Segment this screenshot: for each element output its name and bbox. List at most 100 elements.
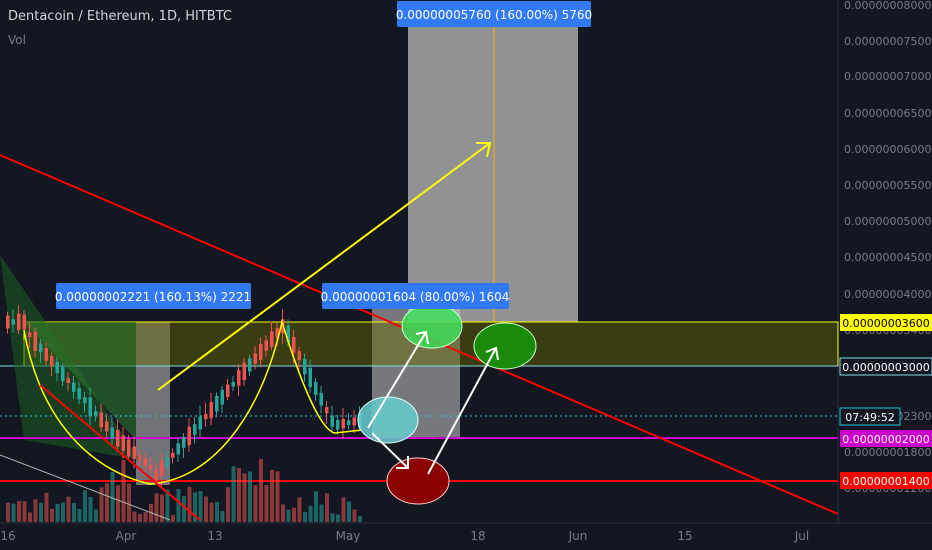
volume-bar (352, 509, 357, 522)
candle-body (347, 420, 351, 426)
measure-label-1[interactable]: 0.00000002221 (160.13%) 2221 (55, 283, 251, 309)
price-tick: 0.00000007000 (844, 70, 931, 83)
volume-bar (33, 499, 38, 522)
volume-bar (11, 503, 16, 522)
time-tick: Apr (116, 529, 137, 543)
current-ellipse[interactable] (357, 396, 419, 444)
measure-label-2[interactable]: 0.00000001604 (80.00%) 1604 (321, 283, 510, 309)
volume-bar (105, 483, 109, 522)
target-ellipse-2[interactable] (473, 322, 537, 370)
measure-label-3[interactable]: 0.00000005760 (160.00%) 5760 (396, 1, 592, 27)
volume-bar (242, 473, 247, 522)
time-axis[interactable]: 16 Apr 13 May 18 Jun 15 Jul (0, 529, 809, 543)
candle-body (127, 439, 131, 457)
candle-body (215, 395, 219, 412)
measure-box-1[interactable] (136, 322, 170, 485)
candle-body (94, 411, 98, 416)
price-label-mid: 0.00000002000 (840, 430, 932, 447)
volume-bar (99, 487, 104, 522)
steep-trendline[interactable] (39, 384, 201, 521)
candle-body (204, 413, 208, 420)
volume-bar (209, 502, 214, 522)
svg-text:07:49:52: 07:49:52 (845, 411, 894, 424)
volume-bar (83, 490, 87, 522)
candle-body (121, 435, 125, 451)
volume-bar (121, 459, 126, 522)
volume-bar (204, 496, 208, 522)
price-tick: 0.00000008000 (844, 0, 931, 12)
candle-body (248, 358, 252, 372)
volume-bar (171, 515, 175, 522)
candle-body (231, 382, 235, 387)
volume-bar (237, 468, 241, 522)
candle-body (44, 348, 48, 361)
volume-bar (325, 493, 329, 522)
candle-body (209, 402, 213, 419)
volume-bar (127, 483, 131, 522)
measure-label-2-text: 0.00000001604 (80.00%) 1604 (321, 290, 510, 304)
candle-body (143, 458, 147, 467)
volume-bar (176, 488, 181, 522)
time-tick: 18 (470, 529, 485, 543)
candle-body (110, 427, 114, 439)
candle-body (308, 367, 312, 388)
price-tick: 0.00000001800 (844, 446, 931, 459)
volume-bar (319, 504, 324, 522)
candle-body (132, 446, 136, 460)
volume-bar (17, 501, 21, 522)
volume-bar (154, 493, 159, 522)
svg-text:0.00000003600: 0.00000003600 (842, 317, 929, 330)
volume-bar (165, 489, 170, 522)
candle-body (336, 420, 340, 430)
candle-body (325, 407, 329, 414)
volume-bar (253, 485, 258, 522)
volume-bar (286, 509, 291, 522)
candle-body (264, 340, 268, 351)
target-ellipse-1[interactable] (401, 303, 463, 349)
candle-body (154, 468, 158, 481)
candle-body (242, 362, 246, 381)
dip-ellipse[interactable] (386, 457, 450, 505)
volume-bar (248, 471, 252, 522)
volume-bar (314, 491, 318, 522)
candle-body (319, 393, 323, 406)
volume-bar (182, 496, 186, 522)
candle-body (237, 369, 241, 386)
volume-bar (110, 471, 115, 522)
candle-body (116, 429, 120, 447)
gray-trendline[interactable] (0, 454, 171, 521)
price-tick: 0.00000004000 (844, 288, 931, 301)
candle-body (22, 314, 26, 330)
candle-body (193, 424, 197, 435)
volume-bar (226, 487, 230, 522)
candle-body (286, 325, 290, 343)
projection-arrow[interactable] (157, 142, 491, 391)
candle-body (88, 397, 92, 417)
volume-bar (77, 508, 82, 522)
volume-bar (358, 515, 362, 522)
candle-body (149, 465, 153, 470)
volume-bar (303, 512, 307, 522)
volume-bar (198, 491, 203, 522)
candle-body (138, 455, 142, 460)
volume-bar (39, 502, 43, 522)
candle-body (165, 457, 169, 466)
volume-bar (270, 469, 274, 522)
price-tick: 0.00000005500 (844, 179, 931, 192)
price-tick: 0.00000004500 (844, 251, 931, 264)
cup-pattern-outline[interactable] (23, 319, 363, 485)
volume-bar (143, 511, 148, 522)
candle-body (160, 460, 164, 477)
candle-body (292, 337, 296, 353)
projection-arrow-head (476, 142, 492, 158)
volume-bar (22, 501, 27, 522)
volume-bar (193, 492, 197, 522)
candle-body (198, 416, 202, 430)
projection-box[interactable] (408, 25, 578, 322)
path-arrows[interactable] (367, 330, 499, 475)
candle-body (33, 331, 37, 351)
candle-body (352, 417, 356, 426)
candle-body (99, 412, 103, 428)
candle-body (39, 343, 43, 353)
